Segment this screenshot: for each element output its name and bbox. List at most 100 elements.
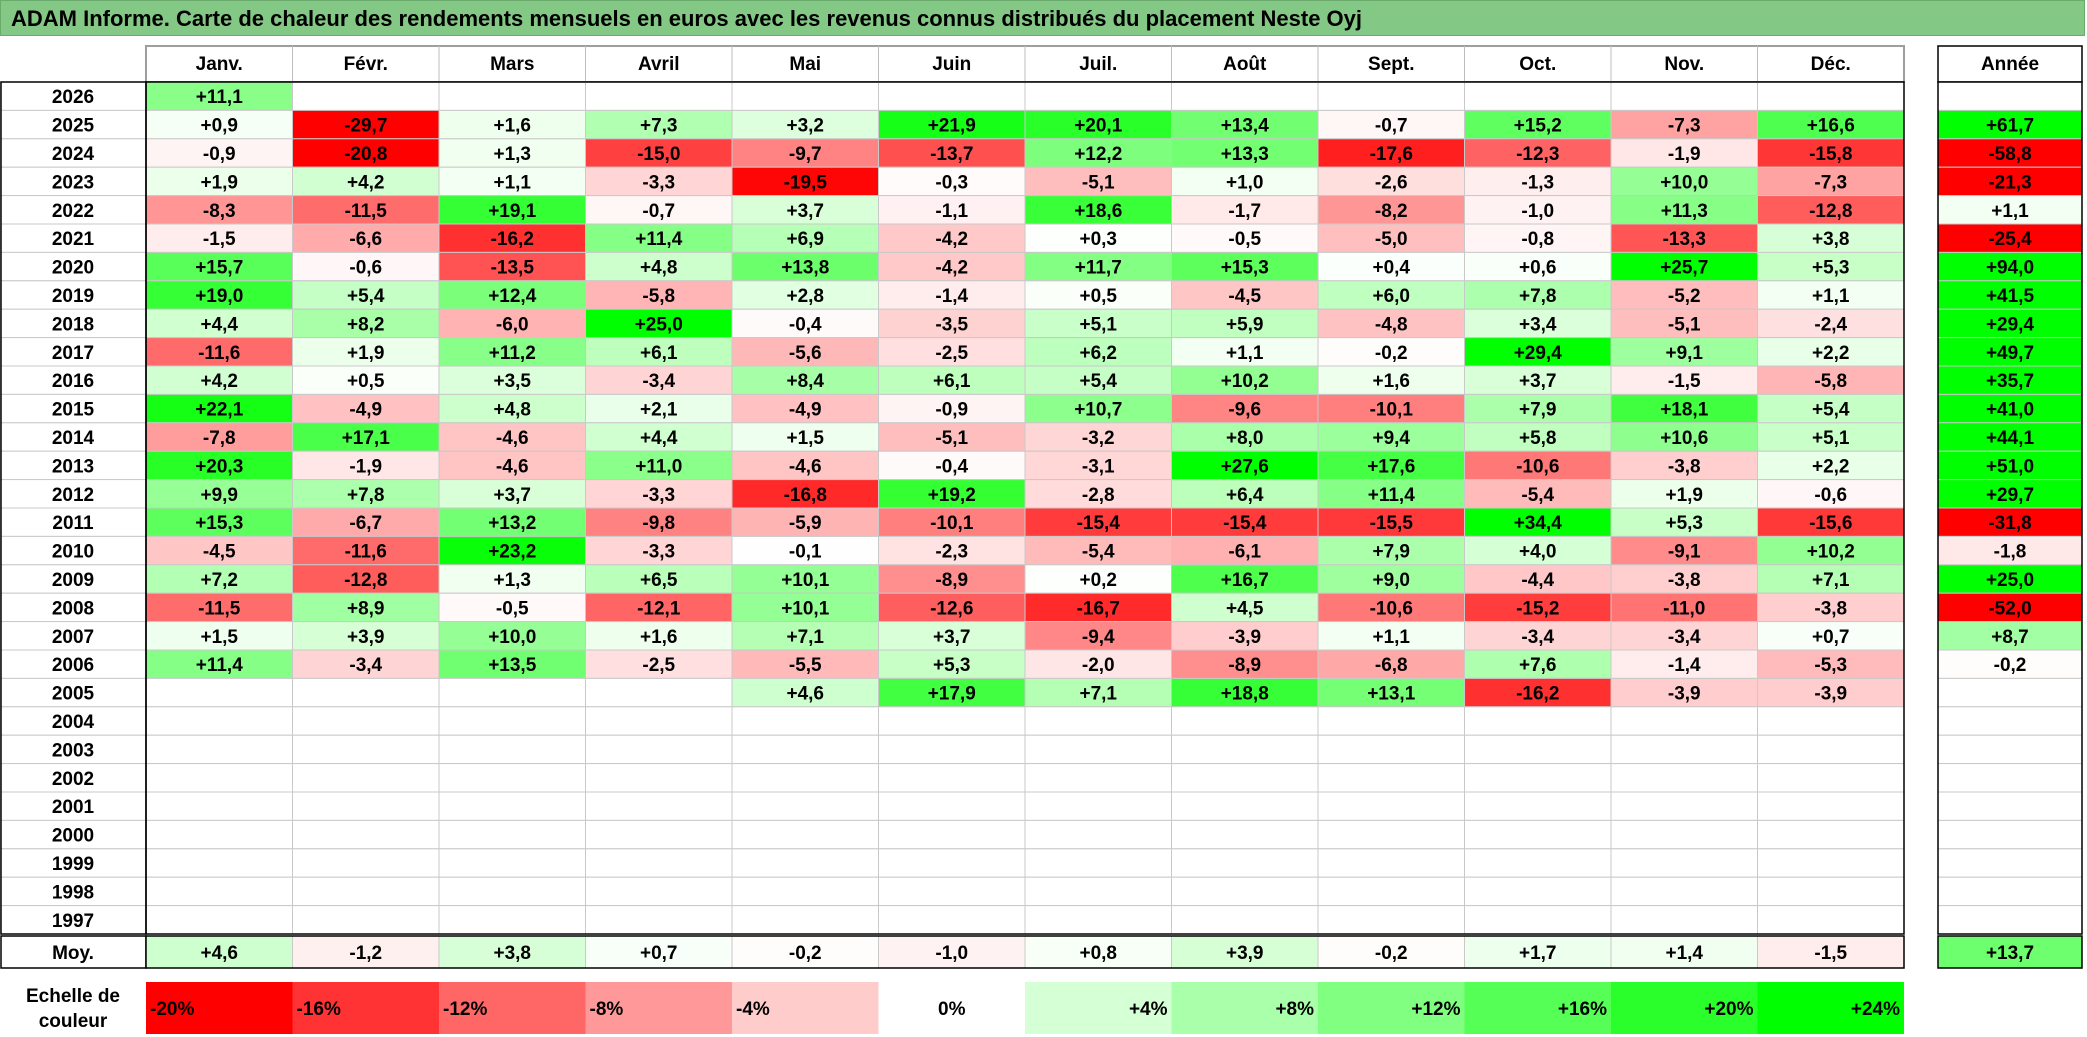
cell-value: +6,1 — [640, 343, 678, 364]
annual-cell — [1937, 81, 2083, 111]
cell-value: -15,0 — [637, 144, 680, 165]
cell-value: -2,0 — [1082, 655, 1115, 676]
cell-value: +25,7 — [1660, 258, 1708, 279]
scale-swatch — [732, 982, 879, 1034]
heatmap-cell — [438, 905, 586, 935]
heatmap-cell — [1610, 621, 1758, 651]
chart-title: ADAM Informe. Carte de chaleur des rende… — [0, 0, 2085, 36]
cell-value: -4,9 — [789, 400, 822, 421]
heatmap-cell — [1171, 337, 1319, 367]
heatmap-cell — [878, 905, 1026, 935]
heatmap-cell — [1610, 848, 1758, 878]
heatmap-cell — [1757, 592, 1905, 623]
year-label-cell — [0, 280, 147, 310]
heatmap-cell — [1610, 81, 1758, 111]
heatmap-cell — [878, 621, 1026, 651]
heatmap-cell — [1757, 763, 1905, 793]
heatmap-cell — [585, 876, 733, 907]
heatmap-cell — [1171, 848, 1319, 878]
cell-value: +10,0 — [488, 627, 536, 648]
month-label: Mars — [490, 54, 534, 75]
heatmap-cell — [1317, 649, 1465, 679]
cell-value: +12,2 — [1074, 144, 1122, 165]
cell-value: +1,1 — [1226, 343, 1264, 364]
annual-value: +44,1 — [1986, 428, 2035, 449]
cell-value: +15,7 — [195, 258, 243, 279]
cell-value: +16,7 — [1221, 570, 1269, 591]
heatmap-cell — [292, 251, 440, 282]
heatmap-cell — [145, 592, 293, 623]
heatmap-cell — [1610, 223, 1758, 253]
annual-value: +8,7 — [1991, 627, 2029, 648]
heatmap-cell — [731, 819, 879, 850]
cell-value: +15,2 — [1514, 116, 1562, 137]
heatmap-cell — [1171, 280, 1319, 310]
heatmap-cell — [145, 564, 293, 594]
heatmap-cell — [438, 507, 586, 537]
cell-value: +9,9 — [200, 485, 238, 506]
scale-stop-label: -4% — [736, 999, 770, 1020]
year-label: 2021 — [52, 229, 95, 250]
cell-value: -12,8 — [344, 570, 387, 591]
average-value: -1,2 — [349, 943, 382, 964]
scale-stop-label: +4% — [1129, 999, 1168, 1020]
heatmap-cell — [1757, 876, 1905, 907]
heatmap-cell — [1464, 734, 1612, 765]
heatmap-cell — [1464, 450, 1612, 481]
heatmap-cell — [878, 819, 1026, 850]
heatmap-cell — [878, 848, 1026, 878]
annual-cell — [1937, 365, 2083, 395]
year-label-cell — [0, 763, 147, 793]
heatmap-cell — [1024, 848, 1172, 878]
cell-value: +4,4 — [640, 428, 678, 449]
heatmap-cell — [1757, 819, 1905, 850]
cell-value: -0,4 — [789, 314, 822, 335]
scale-swatch — [1611, 982, 1758, 1034]
average-value: +3,8 — [493, 943, 531, 964]
cell-value: +20,1 — [1074, 116, 1123, 137]
heatmap-cell — [292, 734, 440, 765]
heatmap-cell — [145, 734, 293, 765]
heatmap-cell — [1464, 763, 1612, 793]
cell-value: +4,8 — [493, 400, 531, 421]
cell-value: +7,9 — [1519, 400, 1557, 421]
heatmap-cell — [1024, 905, 1172, 935]
heatmap-cell — [1317, 109, 1465, 140]
cell-value: -4,4 — [1521, 570, 1554, 591]
cell-value: -15,5 — [1370, 513, 1414, 534]
annual-value: -1,8 — [1994, 542, 2027, 563]
cell-value: +11,7 — [1075, 258, 1122, 279]
cell-value: -6,1 — [1228, 542, 1261, 563]
heatmap-cell — [1171, 706, 1319, 736]
heatmap-cell — [1171, 621, 1319, 651]
heatmap-cell — [292, 223, 440, 253]
heatmap-cell — [292, 195, 440, 225]
heatmap-cell — [585, 819, 733, 850]
cell-value: +3,8 — [1812, 229, 1850, 250]
cell-value: -17,6 — [1370, 144, 1413, 165]
heatmap-cell — [1317, 81, 1465, 111]
heatmap-cell — [438, 337, 586, 367]
heatmap-cell — [1610, 791, 1758, 821]
heatmap-cell — [1757, 564, 1905, 594]
heatmap-cell — [731, 592, 879, 623]
year-label: 2023 — [52, 172, 94, 193]
heatmap-cell — [585, 507, 733, 537]
scale-swatch — [1757, 982, 1904, 1034]
cell-value: -13,7 — [930, 144, 973, 165]
year-label-cell — [0, 649, 147, 679]
heatmap-cell — [145, 848, 293, 878]
scale-swatch — [1464, 982, 1611, 1034]
year-label: 2001 — [52, 797, 95, 818]
average-cell — [1610, 935, 1758, 969]
heatmap-cell — [1317, 337, 1465, 367]
cell-value: -5,1 — [1668, 314, 1701, 335]
heatmap-cell — [292, 905, 440, 935]
heatmap-cell — [731, 791, 879, 821]
cell-value: -0,5 — [496, 598, 529, 619]
cell-value: +11,4 — [196, 655, 243, 676]
annual-cell — [1937, 337, 2083, 367]
heatmap-cell — [292, 479, 440, 509]
cell-value: +7,3 — [640, 116, 678, 137]
